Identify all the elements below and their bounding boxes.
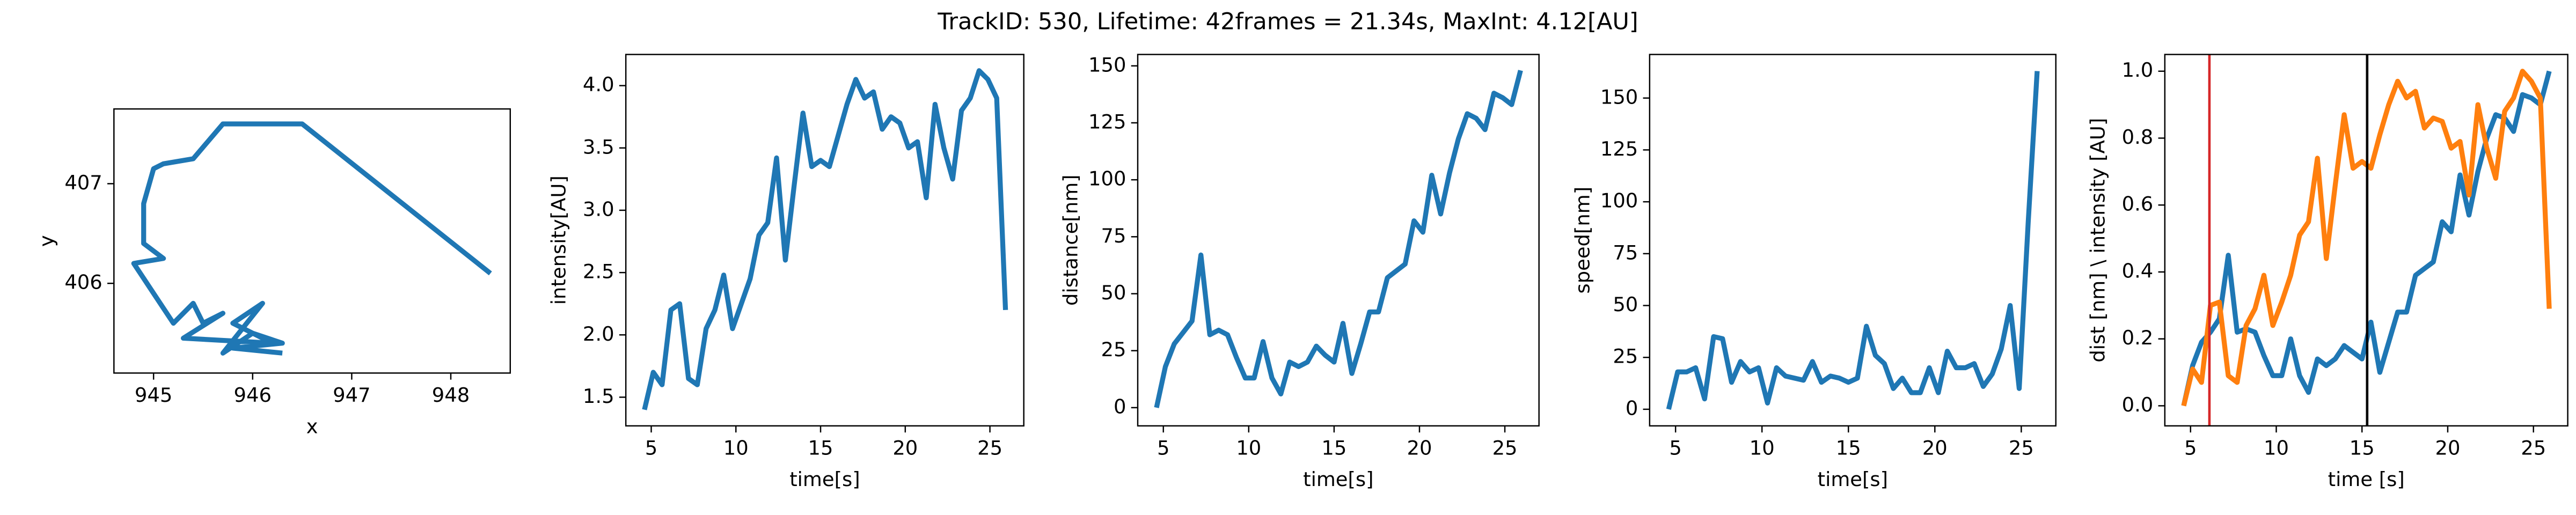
y-tick-label: 0	[1626, 396, 1638, 420]
y-tick-label: 50	[1613, 293, 1638, 316]
y-tick-label: 125	[1600, 137, 1638, 160]
y-tick-label: 125	[1088, 110, 1126, 133]
y-tick-label: 2.0	[583, 322, 614, 345]
y-axis-label: y	[35, 235, 58, 247]
y-tick-label: 0.6	[2122, 193, 2154, 216]
x-axis-label: time[s]	[1818, 468, 1888, 491]
axes-frame	[113, 108, 511, 374]
y-tick-label: 3.0	[583, 197, 614, 220]
y-tick-label: 1.5	[583, 385, 614, 408]
y-axis-label: dist [nm] \ intensity [AU]	[2086, 118, 2109, 363]
x-axis-label: x	[306, 415, 318, 438]
y-axis-label: distance[nm]	[1059, 174, 1082, 306]
y-tick-label: 406	[64, 271, 102, 294]
x-tick-label: 25	[1492, 436, 1518, 459]
x-tick-label: 5	[645, 436, 657, 459]
x-tick-label: 15	[808, 436, 833, 459]
x-tick-label: 5	[1669, 436, 1681, 459]
x-tick-label: 10	[2264, 436, 2289, 459]
x-tick-label: 5	[1157, 436, 1169, 459]
y-tick-label: 100	[1600, 189, 1638, 212]
x-tick-label: 5	[2184, 436, 2197, 459]
x-tick-label: 20	[892, 436, 918, 459]
y-tick-label: 100	[1088, 167, 1126, 190]
x-axis-label: time[s]	[1303, 468, 1373, 491]
series-line	[1666, 71, 2040, 410]
y-tick-label: 1.0	[2122, 58, 2154, 82]
y-tick-label: 50	[1101, 281, 1126, 304]
y-tick-label: 150	[1088, 53, 1126, 76]
x-tick-label: 945	[135, 384, 172, 407]
x-axis-label: time [s]	[2328, 468, 2405, 491]
x-tick-label: 25	[2521, 436, 2546, 459]
axes-frame	[2164, 54, 2568, 427]
y-tick-label: 2.5	[583, 260, 614, 283]
x-tick-label: 15	[1321, 436, 1346, 459]
x-tick-label: 948	[432, 384, 470, 407]
y-tick-label: 0.4	[2122, 259, 2154, 282]
y-tick-label: 25	[1613, 345, 1638, 368]
y-axis-label: intensity[AU]	[547, 175, 570, 305]
y-tick-label: 0.2	[2122, 326, 2154, 349]
y-tick-label: 407	[64, 171, 102, 194]
x-axis-label: time[s]	[789, 468, 860, 491]
y-tick-label: 150	[1600, 85, 1638, 108]
x-tick-label: 10	[723, 436, 749, 459]
y-tick-label: 0.0	[2122, 393, 2154, 416]
y-tick-label: 3.5	[583, 135, 614, 158]
y-tick-label: 4.0	[583, 73, 614, 96]
series-line	[642, 68, 1008, 410]
y-axis-label: speed[nm]	[1571, 187, 1594, 294]
y-tick-label: 75	[1613, 241, 1638, 264]
x-tick-label: 20	[1407, 436, 1432, 459]
y-tick-label: 75	[1101, 224, 1126, 247]
x-tick-label: 10	[1750, 436, 1775, 459]
x-tick-label: 10	[1236, 436, 1261, 459]
x-tick-label: 947	[333, 384, 370, 407]
x-tick-label: 25	[2009, 436, 2034, 459]
x-tick-label: 20	[2435, 436, 2460, 459]
x-tick-label: 15	[2350, 436, 2375, 459]
axes-frame	[1137, 54, 1540, 427]
axes-frame	[625, 54, 1024, 427]
x-tick-label: 946	[234, 384, 272, 407]
x-tick-label: 20	[1922, 436, 1948, 459]
axes-frame	[1649, 54, 2057, 427]
y-tick-label: 0.8	[2122, 126, 2154, 149]
y-tick-label: 25	[1101, 338, 1126, 361]
x-tick-label: 15	[1836, 436, 1861, 459]
x-tick-label: 25	[977, 436, 1002, 459]
series-line	[1154, 70, 1523, 408]
series-line	[131, 121, 492, 356]
figure-title: TrackID: 530, Lifetime: 42frames = 21.34…	[937, 9, 1638, 35]
y-tick-label: 0	[1114, 395, 1126, 418]
